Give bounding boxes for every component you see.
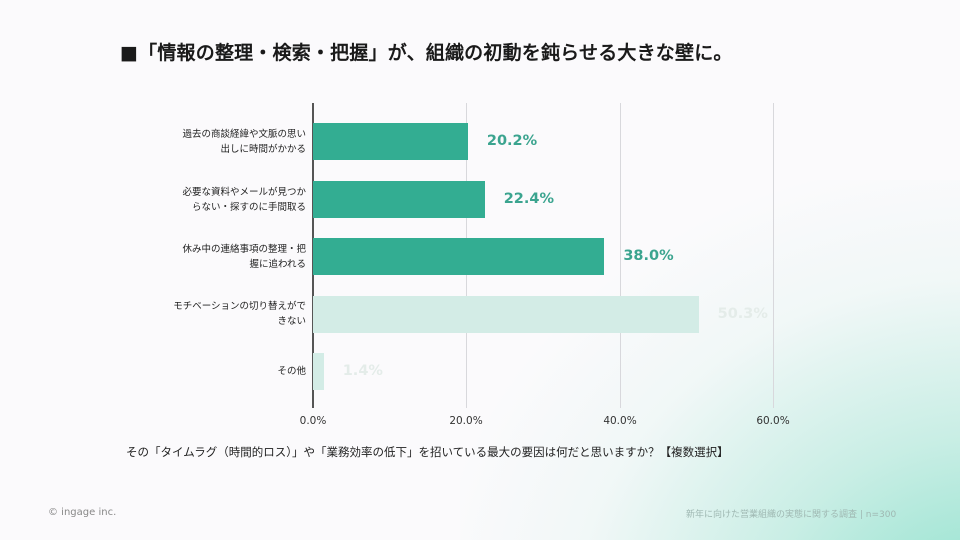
gridline-60 bbox=[773, 103, 774, 408]
x-tick: 20.0% bbox=[449, 415, 483, 427]
value-label: 20.2% bbox=[486, 133, 538, 149]
bar bbox=[313, 181, 485, 218]
value-label: 50.3% bbox=[717, 306, 768, 322]
category-label: その他 bbox=[277, 366, 306, 377]
y-axis-line bbox=[312, 103, 314, 408]
copyright: © ingage inc. bbox=[48, 507, 117, 518]
x-tick: 60.0% bbox=[756, 415, 790, 427]
x-tick: 40.0% bbox=[603, 415, 637, 427]
bar bbox=[313, 123, 468, 160]
x-tick: 0.0% bbox=[299, 415, 327, 427]
category-label: 必要な資料やメールが見つか らない・探すのに手間取る bbox=[182, 187, 306, 213]
bar bbox=[313, 238, 605, 275]
category-label: 休み中の連絡事項の整理・把 握に追われる bbox=[182, 244, 306, 270]
value-label: 1.4% bbox=[342, 363, 383, 379]
bar bbox=[313, 296, 699, 333]
survey-question: その「タイムラグ（時間的ロス）」や「業務効率の低下」を招いている最大の要因は何だ… bbox=[126, 445, 729, 459]
page-title: ■「情報の整理・検索・把握」が、組織の初動を鈍らせる大きな壁に。 bbox=[120, 42, 733, 64]
value-label: 38.0% bbox=[623, 248, 674, 264]
gridline-40 bbox=[620, 103, 621, 408]
category-label: 過去の商談経緯や文脈の思い 出しに時間がかかる bbox=[182, 129, 306, 155]
category-label: モチベーションの切り替えがで きない bbox=[173, 301, 306, 327]
survey-source: 新年に向けた営業組織の実態に関する調査 | n=300 bbox=[686, 510, 897, 520]
value-label: 22.4% bbox=[503, 191, 555, 207]
bar bbox=[313, 353, 324, 390]
